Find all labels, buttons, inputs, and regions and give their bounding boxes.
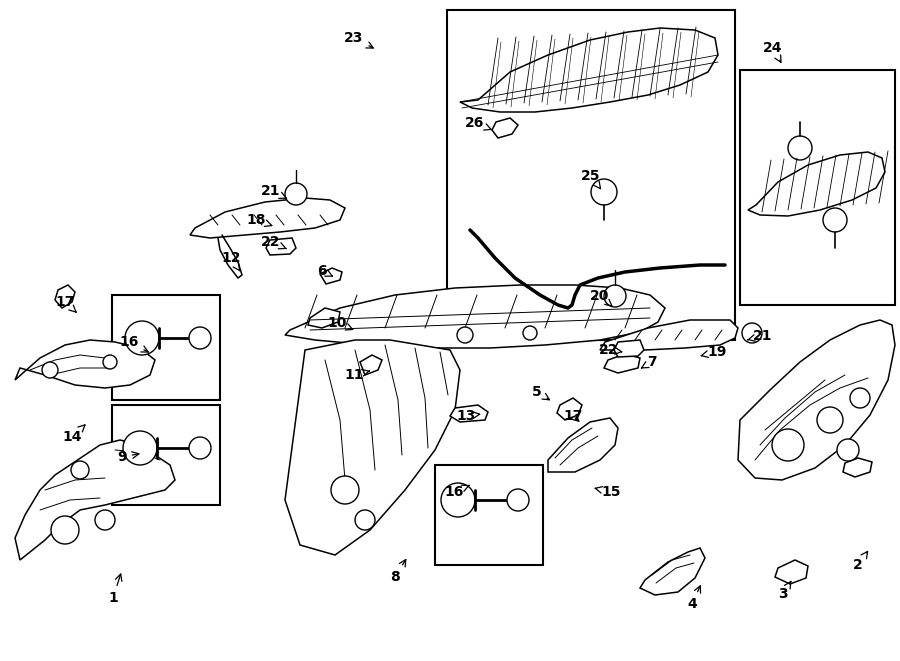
- Polygon shape: [55, 285, 75, 308]
- Circle shape: [103, 355, 117, 369]
- Polygon shape: [600, 320, 738, 350]
- Text: 6: 6: [317, 264, 332, 278]
- Circle shape: [355, 510, 375, 530]
- Circle shape: [823, 208, 847, 232]
- Polygon shape: [557, 398, 582, 420]
- Circle shape: [523, 326, 537, 340]
- Polygon shape: [266, 238, 296, 255]
- Text: 21: 21: [748, 329, 773, 343]
- Circle shape: [441, 483, 475, 517]
- Text: 8: 8: [390, 560, 406, 584]
- Text: 25: 25: [581, 169, 601, 188]
- Text: 15: 15: [595, 485, 621, 499]
- Bar: [740, 70, 895, 305]
- Circle shape: [591, 179, 617, 205]
- Text: 13: 13: [456, 409, 480, 423]
- Polygon shape: [640, 548, 705, 595]
- Circle shape: [71, 461, 89, 479]
- Text: 16: 16: [445, 485, 469, 499]
- Polygon shape: [308, 308, 340, 328]
- Text: 14: 14: [62, 425, 86, 444]
- Polygon shape: [843, 458, 872, 477]
- Circle shape: [507, 489, 529, 511]
- Bar: [112, 405, 220, 505]
- Circle shape: [817, 407, 843, 433]
- Text: 17: 17: [55, 295, 76, 312]
- Polygon shape: [548, 418, 618, 472]
- Polygon shape: [748, 152, 885, 216]
- Circle shape: [125, 321, 159, 355]
- Bar: [447, 10, 735, 340]
- Text: 11: 11: [344, 368, 369, 382]
- Polygon shape: [460, 28, 718, 112]
- Circle shape: [42, 362, 58, 378]
- Circle shape: [95, 510, 115, 530]
- Polygon shape: [604, 354, 640, 373]
- Circle shape: [772, 429, 804, 461]
- Polygon shape: [15, 440, 175, 560]
- Circle shape: [123, 431, 157, 465]
- Polygon shape: [285, 285, 665, 348]
- Polygon shape: [190, 198, 345, 238]
- Text: 17: 17: [563, 409, 582, 423]
- Text: 5: 5: [532, 385, 550, 400]
- Circle shape: [189, 327, 211, 349]
- Circle shape: [850, 388, 870, 408]
- Circle shape: [604, 285, 626, 307]
- Polygon shape: [738, 320, 895, 480]
- Polygon shape: [285, 340, 460, 555]
- Circle shape: [457, 327, 473, 343]
- Polygon shape: [15, 340, 155, 388]
- Bar: [112, 295, 220, 400]
- Polygon shape: [775, 560, 808, 584]
- Polygon shape: [450, 405, 488, 422]
- Circle shape: [742, 323, 762, 343]
- Circle shape: [331, 476, 359, 504]
- Text: 21: 21: [261, 184, 286, 198]
- Text: 12: 12: [221, 251, 241, 270]
- Circle shape: [788, 136, 812, 160]
- Text: 10: 10: [328, 316, 353, 330]
- Text: 22: 22: [261, 235, 286, 249]
- Text: 20: 20: [590, 289, 612, 306]
- Circle shape: [189, 437, 211, 459]
- Bar: [435, 465, 543, 565]
- Circle shape: [285, 183, 307, 205]
- Polygon shape: [320, 268, 342, 284]
- Text: 2: 2: [853, 551, 868, 572]
- Text: 24: 24: [763, 41, 783, 62]
- Text: 22: 22: [599, 343, 622, 357]
- Text: 1: 1: [108, 574, 122, 605]
- Text: 23: 23: [345, 31, 373, 48]
- Text: 16: 16: [120, 335, 148, 352]
- Polygon shape: [360, 355, 382, 375]
- Circle shape: [51, 516, 79, 544]
- Text: 26: 26: [465, 116, 491, 130]
- Text: 9: 9: [117, 450, 139, 464]
- Polygon shape: [492, 118, 518, 138]
- Text: 4: 4: [687, 586, 700, 611]
- Text: 3: 3: [778, 582, 791, 601]
- Circle shape: [837, 439, 859, 461]
- Text: 18: 18: [247, 213, 272, 227]
- Text: 19: 19: [701, 345, 726, 359]
- Polygon shape: [614, 340, 644, 357]
- Text: 7: 7: [642, 355, 657, 369]
